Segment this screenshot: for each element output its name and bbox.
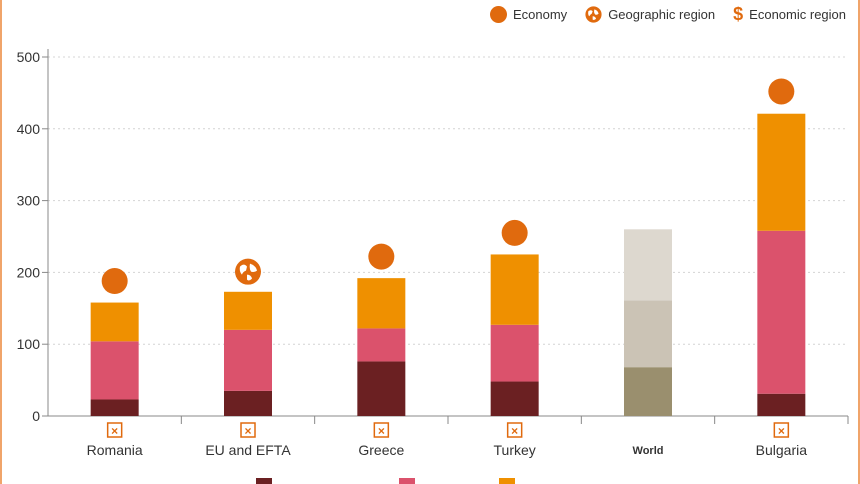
legend-item-economic[interactable]: $ Economic region — [733, 5, 846, 23]
x-category-label: World — [633, 445, 664, 457]
bar-segment[interactable] — [224, 390, 272, 416]
bar-segment[interactable] — [224, 329, 272, 391]
y-tick-label: 100 — [17, 336, 41, 352]
series-legend-swatch — [399, 478, 415, 484]
x-category-label: Greece — [358, 442, 404, 458]
bar-segment[interactable] — [624, 367, 672, 416]
flag-placeholder-icon — [506, 422, 523, 438]
x-category-label: Romania — [87, 442, 143, 458]
bar-segment[interactable] — [90, 341, 139, 400]
bar-segment[interactable] — [490, 381, 539, 416]
bar-segment[interactable] — [757, 230, 806, 394]
economy-marker-icon[interactable] — [368, 243, 395, 270]
legend-item-economy[interactable]: Economy — [489, 5, 568, 23]
x-category-label: Turkey — [494, 442, 536, 458]
globe-marker-icon[interactable] — [235, 258, 261, 285]
x-category-label: Bulgaria — [756, 442, 808, 458]
circle-marker-icon — [489, 5, 507, 23]
bar-segment[interactable] — [490, 324, 539, 382]
flag-placeholder-icon — [240, 422, 256, 438]
bar-segment[interactable] — [624, 229, 672, 301]
bar-segment[interactable] — [757, 393, 806, 416]
bar-segment[interactable] — [757, 113, 806, 231]
y-tick-label: 400 — [17, 121, 41, 137]
globe-icon — [585, 5, 602, 23]
bar-segment[interactable] — [90, 399, 139, 416]
x-category-label: EU and EFTA — [205, 442, 291, 458]
marker-legend: Economy Geographic region $ Economic reg… — [489, 3, 846, 25]
bar-segment[interactable] — [357, 328, 406, 362]
legend-item-geographic[interactable]: Geographic region — [585, 5, 716, 23]
flag-x-glyph: × — [778, 424, 785, 438]
bar-segment[interactable] — [357, 361, 406, 416]
bar-segment[interactable] — [490, 254, 539, 325]
y-tick-label: 200 — [17, 264, 41, 280]
legend-label-economic: Economic region — [749, 6, 846, 22]
flag-placeholder-icon — [373, 422, 390, 438]
bar-segment[interactable] — [90, 302, 139, 342]
flag-placeholder-icon — [106, 422, 123, 438]
economy-marker-icon[interactable] — [501, 219, 528, 246]
flag-x-glyph: × — [378, 424, 385, 438]
bar-segment[interactable] — [357, 278, 406, 329]
economy-marker-icon[interactable] — [101, 268, 128, 295]
bar-segment[interactable] — [224, 291, 272, 330]
legend-label-geographic: Geographic region — [608, 6, 716, 22]
flag-placeholder-icon — [773, 422, 790, 438]
dollar-icon: $ — [733, 4, 744, 24]
flag-x-glyph: × — [244, 424, 251, 438]
series-legend-swatch — [256, 478, 272, 484]
economy-marker-icon[interactable] — [768, 78, 795, 105]
series-legend-swatch — [499, 478, 515, 484]
y-tick-label: 0 — [32, 408, 40, 424]
flag-x-glyph: × — [111, 424, 118, 438]
y-tick-label: 300 — [17, 193, 41, 209]
bar-segment[interactable] — [624, 300, 672, 368]
legend-label-economy: Economy — [512, 6, 568, 22]
globe-marker-detail — [239, 263, 257, 281]
y-tick-label: 500 — [17, 49, 41, 65]
flag-x-glyph: × — [511, 424, 518, 438]
